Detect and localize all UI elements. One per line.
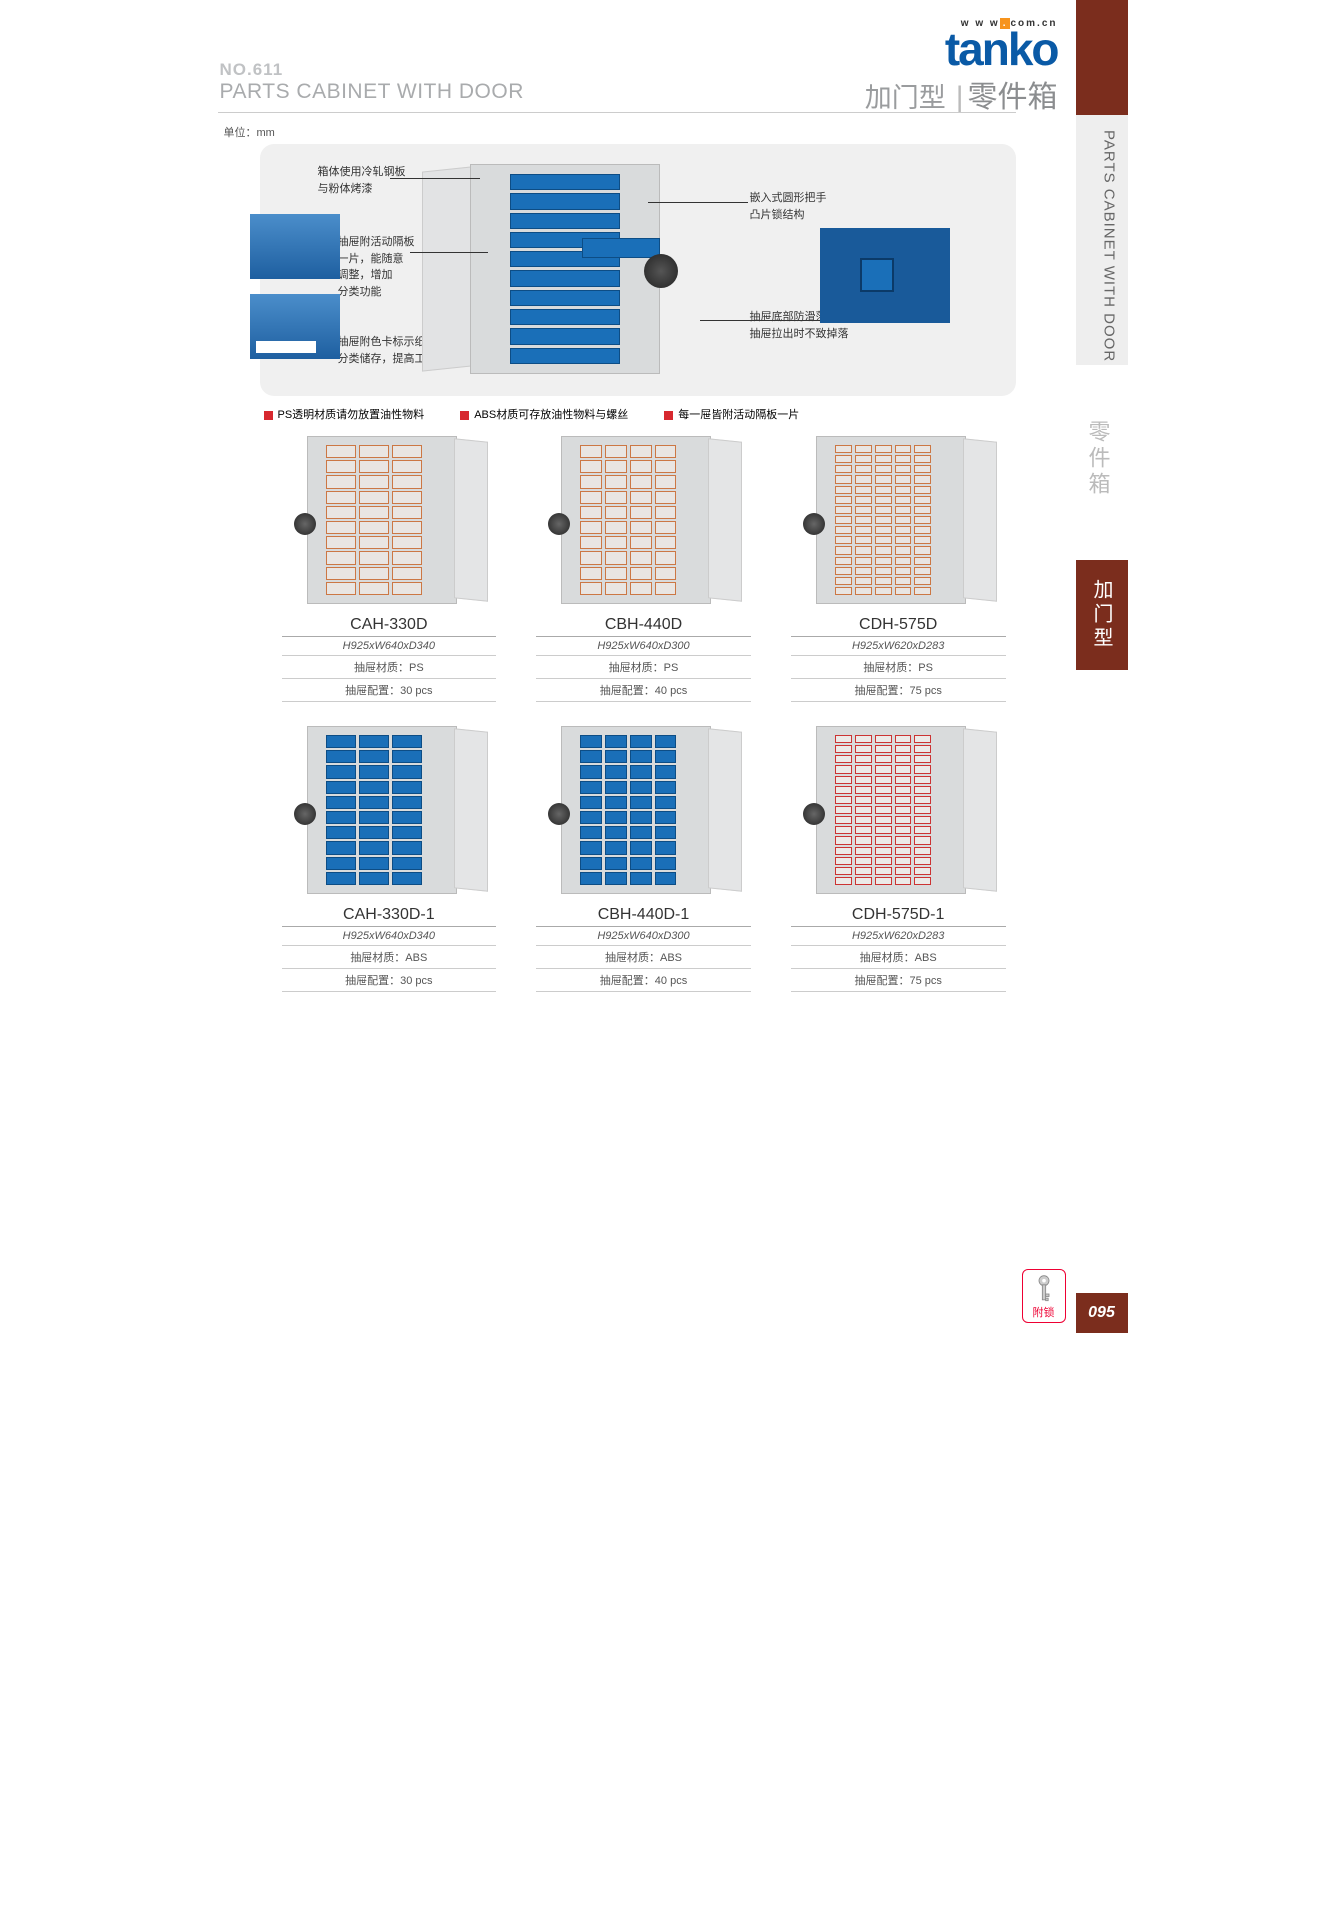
unit-label: 单位：mm (224, 124, 275, 140)
product-card: CDH-575D-1H925xW620xD283抽屉材质：ABS抽屉配置：75 … (783, 720, 1014, 992)
product-card: CBH-440D-1H925xW640xD300抽屉材质：ABS抽屉配置：40 … (528, 720, 759, 992)
header-rule (218, 112, 1016, 113)
product-config: 抽屉配置：40 pcs (536, 969, 751, 992)
callout-body-material: 箱体使用冷轧钢板 与粉体烤漆 (318, 164, 406, 197)
product-material: 抽屉材质：ABS (791, 946, 1006, 969)
product-grid: CAH-330DH925xW640xD340抽屉材质：PS抽屉配置：30 pcs… (274, 430, 1014, 992)
side-subcategory-label: 加门型 (1087, 579, 1116, 651)
brand-name: tanko (945, 29, 1058, 70)
leader-line (390, 178, 480, 179)
bullet-icon (264, 411, 273, 420)
bullet-icon (460, 411, 469, 420)
material-notes: PS透明材质请勿放置油性物料 ABS材质可存放油性物料与螺丝 每一屉皆附活动隔板… (264, 406, 800, 422)
page-number-code: NO.611 (220, 60, 284, 80)
product-config: 抽屉配置：30 pcs (282, 969, 497, 992)
product-image (289, 430, 489, 610)
leader-line (410, 252, 488, 253)
product-model: CAH-330D (282, 616, 497, 637)
hero-drawers (510, 174, 620, 364)
product-card: CAH-330D-1H925xW640xD340抽屉材质：ABS抽屉配置：30 … (274, 720, 505, 992)
side-subcategory-tab: 加门型 (1076, 560, 1128, 670)
product-dimensions: H925xW640xD300 (536, 637, 751, 656)
page-title-en: PARTS CABINET WITH DOOR (220, 80, 524, 104)
leader-line (648, 202, 748, 203)
product-dimensions: H925xW620xD283 (791, 927, 1006, 946)
product-model: CDH-575D-1 (791, 906, 1006, 927)
product-image (543, 430, 743, 610)
product-dimensions: H925xW640xD300 (536, 927, 751, 946)
product-config: 抽屉配置：75 pcs (791, 679, 1006, 702)
product-model: CBH-440D-1 (536, 906, 751, 927)
lock-badge: 附锁 (1022, 1269, 1066, 1323)
key-icon (1034, 1274, 1054, 1304)
callout-handle: 嵌入式圆形把手 凸片锁结构 (750, 190, 827, 223)
product-material: 抽屉材质：ABS (282, 946, 497, 969)
product-config: 抽屉配置：30 pcs (282, 679, 497, 702)
side-category-cn: 零件箱 (1082, 420, 1114, 498)
hero-drawer-open (582, 238, 660, 258)
product-material: 抽屉材质：PS (791, 656, 1006, 679)
product-dimensions: H925xW640xD340 (282, 637, 497, 656)
note-item: ABS材质可存放油性物料与螺丝 (460, 406, 628, 422)
product-model: CDH-575D (791, 616, 1006, 637)
drawer-thumb-2 (250, 294, 340, 359)
hero-cabinet (470, 164, 660, 374)
callout-divider: 抽屉附活动隔板 一片，能随意 调整，增加 分类功能 (338, 234, 415, 300)
product-image (798, 430, 998, 610)
title-separator: | (956, 81, 964, 114)
note-text: 每一屉皆附活动隔板一片 (678, 409, 799, 421)
note-text: PS透明材质请勿放置油性物料 (278, 409, 425, 421)
product-card: CAH-330DH925xW640xD340抽屉材质：PS抽屉配置：30 pcs (274, 430, 505, 702)
brand-logo: w w w.com.cn tanko (945, 18, 1058, 70)
leader-line (700, 320, 820, 321)
page-number: 095 (1076, 1293, 1128, 1333)
product-model: CBH-440D (536, 616, 751, 637)
product-card: CBH-440DH925xW640xD300抽屉材质：PS抽屉配置：40 pcs (528, 430, 759, 702)
hero-door (422, 166, 472, 371)
title-cn-sub: 加门型 (865, 83, 946, 113)
note-item: 每一屉皆附活动隔板一片 (664, 406, 799, 422)
product-dimensions: H925xW640xD340 (282, 927, 497, 946)
note-text: ABS材质可存放油性物料与螺丝 (474, 409, 628, 421)
product-material: 抽屉材质：PS (282, 656, 497, 679)
handle-detail-thumb (820, 228, 950, 323)
product-model: CAH-330D-1 (282, 906, 497, 927)
side-title-en: PARTS CABINET WITH DOOR (1101, 130, 1118, 362)
product-image (798, 720, 998, 900)
product-material: 抽屉材质：PS (536, 656, 751, 679)
page-title-cn: 加门型 |零件箱 (865, 72, 1058, 116)
brand-name-text: tanko (945, 23, 1058, 75)
lock-badge-label: 附锁 (1033, 1304, 1055, 1320)
product-image (289, 720, 489, 900)
hero-knob-icon (644, 254, 678, 288)
product-config: 抽屉配置：40 pcs (536, 679, 751, 702)
product-image (543, 720, 743, 900)
title-cn-main: 零件箱 (968, 81, 1058, 114)
product-card: CDH-575DH925xW620xD283抽屉材质：PS抽屉配置：75 pcs (783, 430, 1014, 702)
catalog-page: NO.611 PARTS CABINET WITH DOOR w w w.com… (204, 0, 1128, 1333)
bullet-icon (664, 411, 673, 420)
side-stripe-top (1076, 0, 1128, 115)
drawer-thumb-1 (250, 214, 340, 279)
product-dimensions: H925xW620xD283 (791, 637, 1006, 656)
note-item: PS透明材质请勿放置油性物料 (264, 406, 425, 422)
product-material: 抽屉材质：ABS (536, 946, 751, 969)
product-config: 抽屉配置：75 pcs (791, 969, 1006, 992)
feature-diagram: 箱体使用冷轧钢板 与粉体烤漆 抽屉附活动隔板 一片，能随意 调整，增加 分类功能… (260, 144, 1016, 396)
